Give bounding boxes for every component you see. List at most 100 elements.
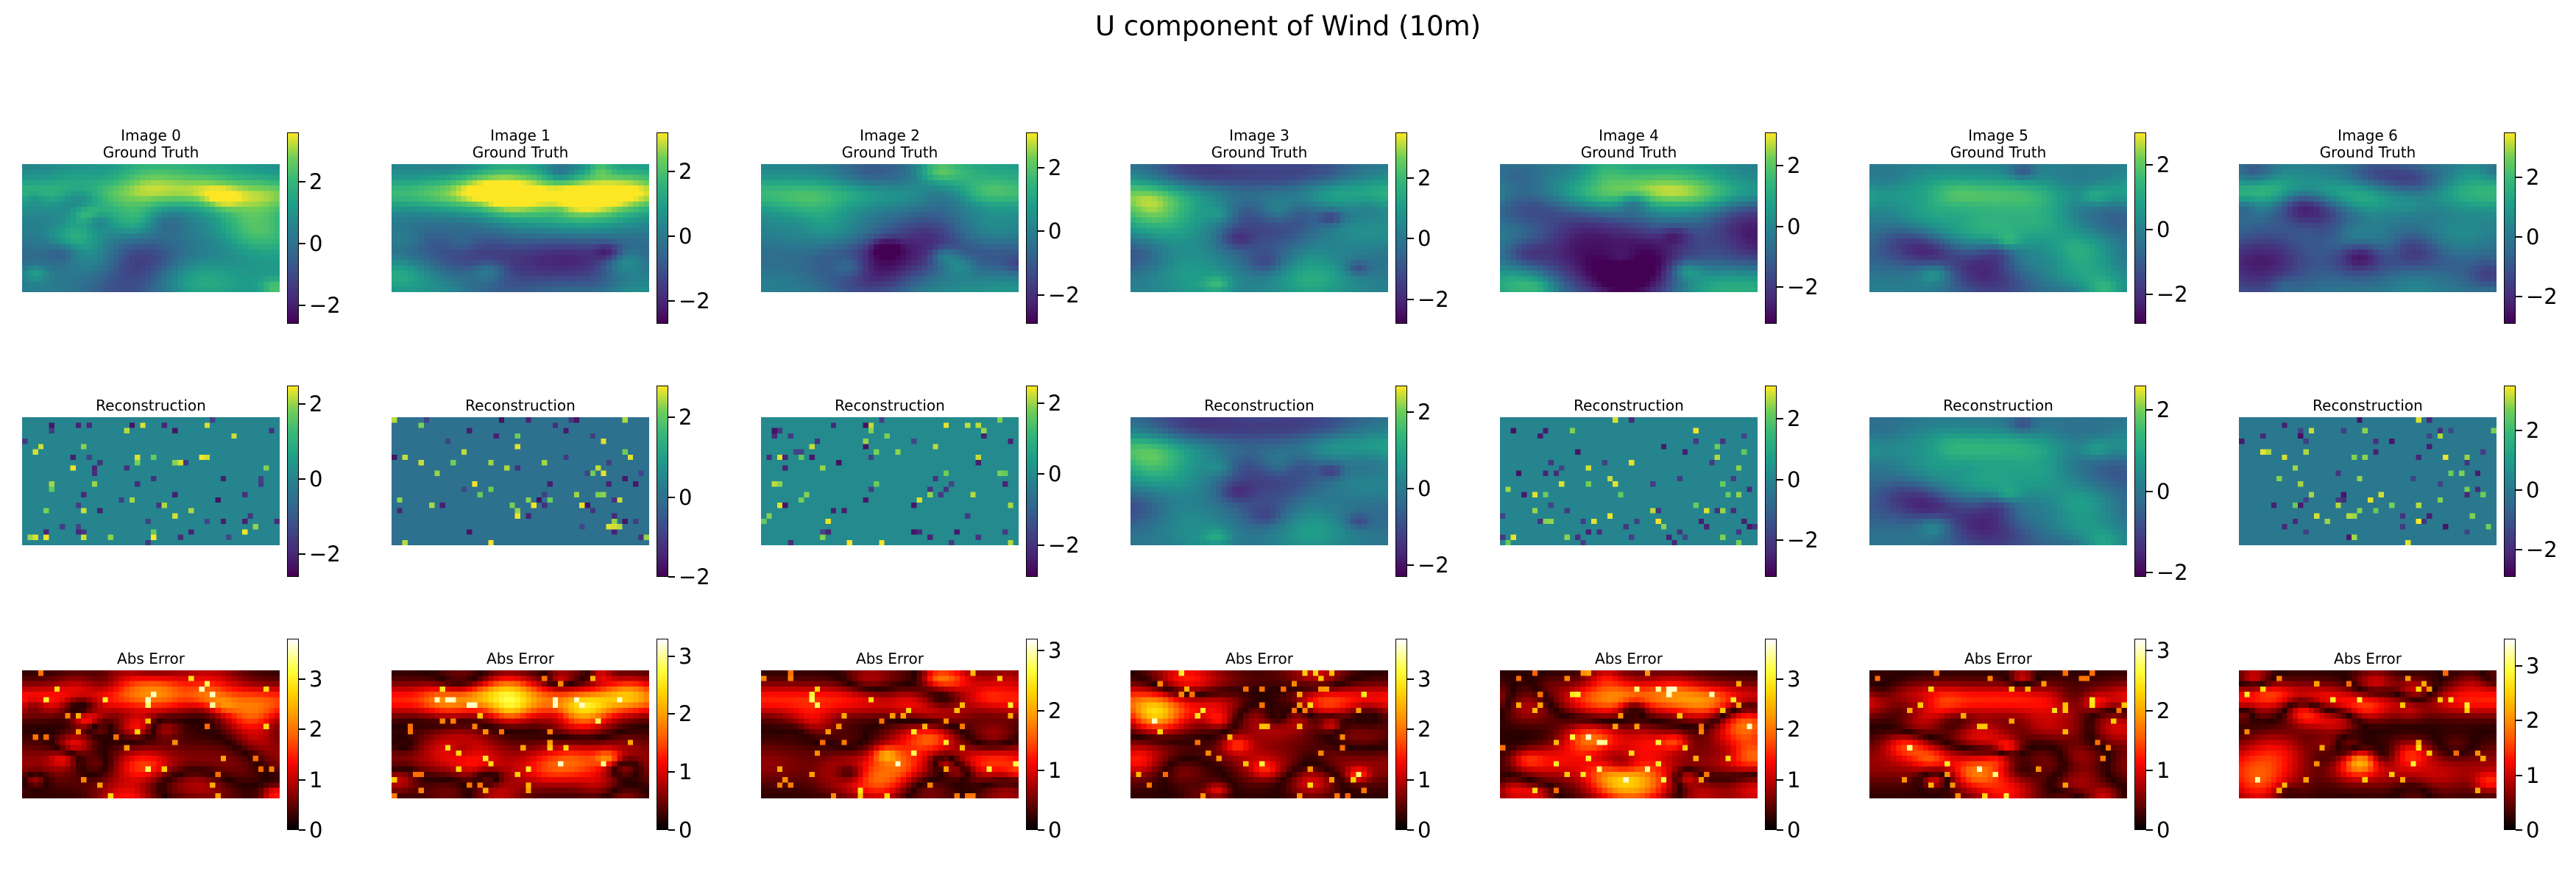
colorbar-tick-label: 2 — [1787, 718, 1800, 740]
colorbar-tick — [299, 403, 305, 405]
panel-title: Image 4 Ground Truth — [1500, 127, 1758, 161]
colorbar-tick — [2516, 774, 2522, 776]
colorbar-tick — [2146, 294, 2153, 296]
panel-title-line: Image 1 — [392, 127, 649, 144]
colorbar — [2504, 639, 2516, 830]
colorbar-tick-label: 3 — [309, 668, 322, 690]
panel-title-line: Abs Error — [1500, 650, 1758, 667]
colorbar-tick — [2516, 236, 2522, 238]
colorbar — [1026, 639, 1038, 830]
heatmap-1-4 — [1500, 417, 1758, 545]
colorbar-tick — [1777, 829, 1783, 831]
panel-title: Abs Error — [1869, 650, 2127, 667]
colorbar-tick — [1038, 829, 1044, 831]
colorbar-tick — [2516, 720, 2522, 722]
heatmap-2-6 — [2239, 670, 2497, 798]
colorbar-tick — [2516, 296, 2522, 298]
panel-title-line: Reconstruction — [1130, 397, 1388, 414]
panel-title: Reconstruction — [392, 397, 649, 414]
colorbar-tick — [668, 300, 675, 302]
colorbar-tick — [299, 181, 305, 183]
panel-title: Image 1 Ground Truth — [392, 127, 649, 161]
colorbar-tick-label: 0 — [1048, 463, 1061, 485]
colorbar-tick — [1038, 650, 1044, 652]
colorbar-tick — [2146, 769, 2153, 771]
colorbar-tick-label: −2 — [1418, 288, 1449, 311]
heatmap-2-3 — [1130, 670, 1388, 798]
colorbar — [657, 386, 668, 577]
colorbar-tick-label: 2 — [679, 703, 692, 725]
colorbar-tick — [1407, 779, 1414, 781]
panel-title-line: Ground Truth — [1869, 144, 2127, 161]
colorbar-tick-label: 1 — [2156, 759, 2170, 781]
colorbar-tick — [1407, 829, 1414, 831]
colorbar-tick-label: 0 — [309, 233, 322, 255]
panel-title: Abs Error — [1130, 650, 1388, 667]
colorbar-tick — [2146, 164, 2153, 166]
colorbar-tick — [1407, 238, 1414, 240]
colorbar-tick-label: 0 — [2156, 819, 2170, 841]
panel-title: Reconstruction — [22, 397, 280, 414]
colorbar-tick-label: −2 — [1048, 534, 1080, 556]
colorbar-tick-label: 2 — [2526, 419, 2539, 442]
colorbar-tick-label: 0 — [1418, 819, 1431, 841]
heatmap-1-3 — [1130, 417, 1388, 545]
colorbar-tick-label: 0 — [1787, 216, 1800, 238]
panel-title-line: Reconstruction — [2239, 397, 2497, 414]
colorbar-tick — [2146, 490, 2153, 492]
colorbar-tick — [2146, 572, 2153, 574]
colorbar-tick — [1038, 473, 1044, 475]
colorbar-tick-label: 1 — [1787, 769, 1800, 791]
heatmap-0-3 — [1130, 164, 1388, 292]
colorbar-tick-label: −2 — [2156, 561, 2188, 584]
colorbar-tick-label: 1 — [1048, 759, 1061, 781]
colorbar-tick — [1777, 728, 1783, 731]
colorbar-tick — [668, 771, 675, 773]
colorbar-tick — [1038, 709, 1044, 712]
colorbar-tick-label: 3 — [1048, 639, 1061, 662]
colorbar-tick — [668, 655, 675, 657]
colorbar — [2504, 132, 2516, 324]
colorbar-tick — [668, 170, 675, 172]
colorbar — [287, 386, 299, 577]
colorbar-tick — [299, 242, 305, 244]
panel-title: Reconstruction — [1130, 397, 1388, 414]
colorbar-tick — [2146, 650, 2153, 652]
colorbar-tick — [299, 304, 305, 306]
colorbar-tick-label: 0 — [1048, 819, 1061, 841]
panel-title: Abs Error — [22, 650, 280, 667]
colorbar — [2134, 386, 2146, 577]
heatmap-0-4 — [1500, 164, 1758, 292]
colorbar — [1395, 386, 1407, 577]
colorbar-tick-label: 0 — [1787, 469, 1800, 491]
panel-title-line: Ground Truth — [1500, 144, 1758, 161]
colorbar-tick — [2146, 829, 2153, 831]
colorbar-tick — [1777, 165, 1783, 167]
colorbar-tick-label: 2 — [309, 393, 322, 415]
colorbar-tick — [668, 829, 675, 831]
panel-title-line: Ground Truth — [22, 144, 280, 161]
panel-title-line: Ground Truth — [2239, 144, 2497, 161]
colorbar — [1395, 639, 1407, 830]
colorbar-tick-label: −2 — [1787, 276, 1819, 298]
panel-title: Reconstruction — [761, 397, 1019, 414]
colorbar-tick — [1407, 488, 1414, 490]
colorbar-tick-label: 3 — [1787, 668, 1800, 690]
panel-title: Image 2 Ground Truth — [761, 127, 1019, 161]
heatmap-2-0 — [22, 670, 280, 798]
colorbar-tick — [299, 728, 305, 731]
heatmap-2-5 — [1869, 670, 2127, 798]
panel-title-line: Image 2 — [761, 127, 1019, 144]
colorbar-tick — [2146, 229, 2153, 231]
heatmap-1-2 — [761, 417, 1019, 545]
colorbar-tick-label: −2 — [1048, 284, 1080, 306]
colorbar-tick-label: 0 — [1418, 227, 1431, 249]
colorbar-tick-label: 2 — [309, 171, 322, 193]
colorbar-tick-label: 2 — [679, 406, 692, 428]
colorbar-tick — [1777, 779, 1783, 781]
colorbar — [1765, 132, 1777, 324]
colorbar-tick — [299, 478, 305, 480]
panel-title: Image 0 Ground Truth — [22, 127, 280, 161]
panel-title-line: Abs Error — [1130, 650, 1388, 667]
colorbar-tick-label: 1 — [2526, 765, 2539, 787]
